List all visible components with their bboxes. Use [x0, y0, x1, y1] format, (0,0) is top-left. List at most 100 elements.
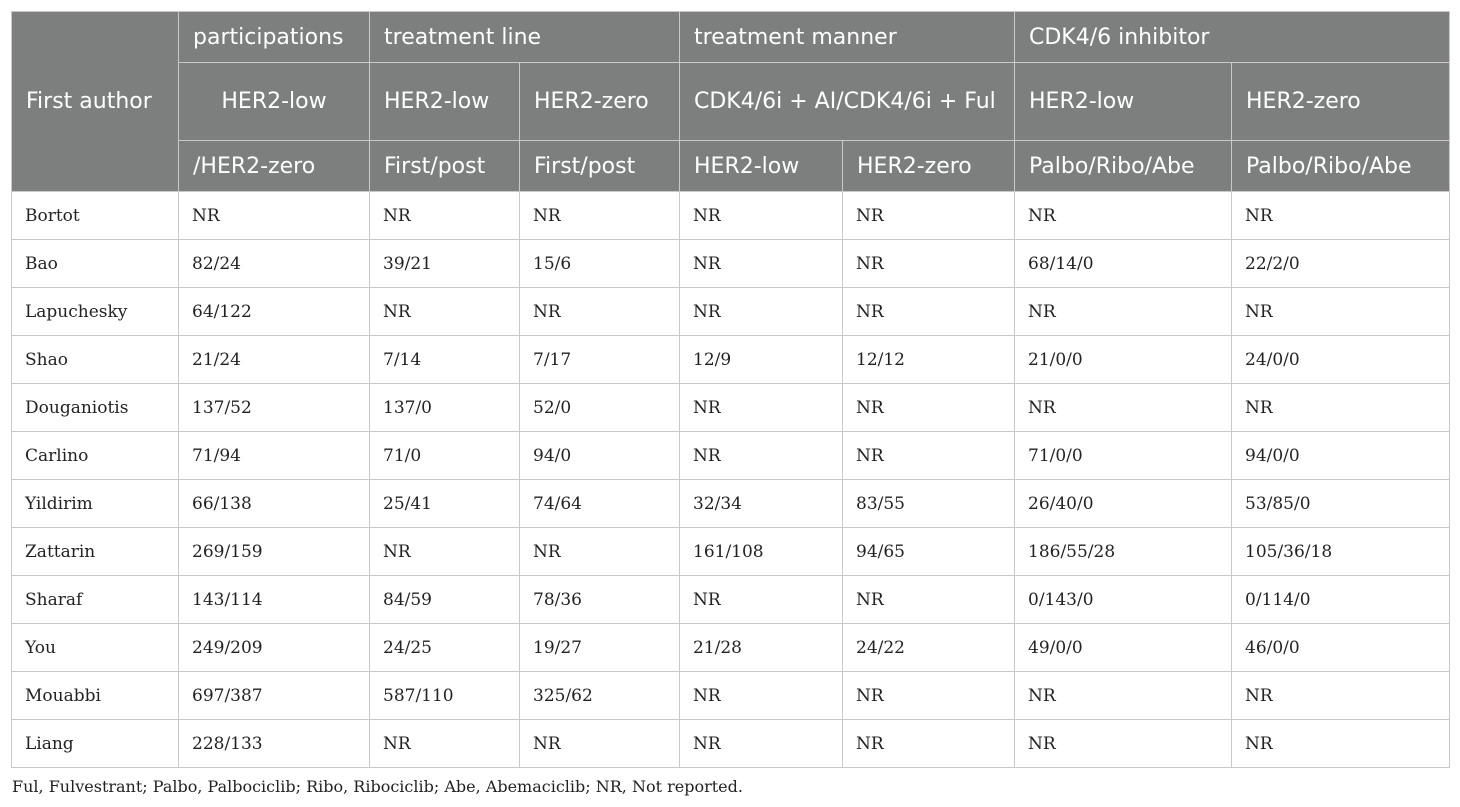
- header-line-zero-first-post: First/post: [519, 140, 680, 192]
- cell-manner-her2-low: NR: [679, 671, 843, 720]
- cell-line-her2-zero: 52/0: [519, 383, 680, 432]
- cell-manner-her2-zero: 24/22: [842, 623, 1015, 672]
- cell-cdk-her2-low: NR: [1014, 287, 1232, 336]
- cell-line-her2-zero: 74/64: [519, 479, 680, 528]
- cell-line-her2-low: 137/0: [369, 383, 520, 432]
- cell-participations: 269/159: [178, 527, 370, 576]
- cell-participations: 143/114: [178, 575, 370, 624]
- cell-manner-her2-low: 161/108: [679, 527, 843, 576]
- cell-cdk-her2-low: NR: [1014, 719, 1232, 768]
- header-manner-her2-low: HER2-low: [679, 140, 843, 192]
- cell-first-author: Bao: [11, 239, 179, 288]
- cell-cdk-her2-low: NR: [1014, 191, 1232, 240]
- cell-line-her2-low: NR: [369, 527, 520, 576]
- cell-line-her2-low: 71/0: [369, 431, 520, 480]
- table-footnote: Ful, Fulvestrant; Palbo, Palbociclib; Ri…: [12, 777, 743, 796]
- cell-line-her2-zero: 19/27: [519, 623, 680, 672]
- table-row: Douganiotis 137/52 137/0 52/0 NR NR NR NR: [11, 383, 1451, 432]
- cell-cdk-her2-zero: 53/85/0: [1230, 479, 1451, 528]
- header-cdk-her2-zero: HER2-zero: [1230, 62, 1451, 141]
- cell-manner-her2-low: 12/9: [679, 335, 843, 384]
- cell-participations: 228/133: [178, 719, 370, 768]
- cell-cdk-her2-low: NR: [1014, 383, 1232, 432]
- cell-line-her2-zero: NR: [519, 191, 680, 240]
- cell-manner-her2-zero: NR: [842, 431, 1015, 480]
- cell-manner-her2-low: 21/28: [679, 623, 843, 672]
- table-row: Zattarin 269/159 NR NR 161/108 94/65 186/55/28…: [11, 527, 1451, 576]
- header-line-low-first-post: First/post: [369, 140, 520, 192]
- cell-cdk-her2-zero: NR: [1230, 287, 1451, 336]
- cell-first-author: Liang: [11, 719, 179, 768]
- cell-cdk-her2-zero: NR: [1230, 719, 1451, 768]
- data-table: First author participations treatment li…: [11, 11, 1451, 768]
- cell-participations: NR: [178, 191, 370, 240]
- cell-line-her2-zero: NR: [519, 719, 680, 768]
- table-row: Mouabbi 697/387 587/110 325/62 NR NR NR NR: [11, 671, 1451, 720]
- cell-cdk-her2-low: 186/55/28: [1014, 527, 1232, 576]
- cell-line-her2-zero: 15/6: [519, 239, 680, 288]
- table-header: First author participations treatment li…: [11, 11, 1451, 192]
- cell-manner-her2-zero: NR: [842, 191, 1015, 240]
- header-manner-combo: CDK4/6i + AI/CDK4/6i + Ful: [679, 62, 1015, 141]
- cell-manner-her2-low: NR: [679, 383, 843, 432]
- cell-first-author: Bortot: [11, 191, 179, 240]
- header-treatment-line: treatment line: [369, 11, 680, 63]
- header-row-2: HER2-low HER2-low HER2-zero CDK4/6i + AI…: [12, 62, 1451, 141]
- header-cdk-her2-low: HER2-low: [1014, 62, 1232, 141]
- cell-line-her2-low: 39/21: [369, 239, 520, 288]
- cell-manner-her2-zero: NR: [842, 239, 1015, 288]
- header-manner-her2-zero: HER2-zero: [842, 140, 1015, 192]
- table-row: Carlino 71/94 71/0 94/0 NR NR 71/0/0 94/0/0: [11, 431, 1451, 480]
- cell-first-author: Mouabbi: [11, 671, 179, 720]
- cell-cdk-her2-zero: 0/114/0: [1230, 575, 1451, 624]
- cell-manner-her2-zero: NR: [842, 671, 1015, 720]
- cell-manner-her2-low: NR: [679, 239, 843, 288]
- table-row: Bao 82/24 39/21 15/6 NR NR 68/14/0 22/2/0: [11, 239, 1451, 288]
- cell-first-author: Carlino: [11, 431, 179, 480]
- document: First author participations treatment li…: [11, 11, 1451, 796]
- cell-cdk-her2-low: 21/0/0: [1014, 335, 1232, 384]
- cell-manner-her2-low: NR: [679, 719, 843, 768]
- table-row: Sharaf 143/114 84/59 78/36 NR NR 0/143/0 0/114/…: [11, 575, 1451, 624]
- cell-cdk-her2-zero: 46/0/0: [1230, 623, 1451, 672]
- cell-cdk-her2-zero: 94/0/0: [1230, 431, 1451, 480]
- cell-line-her2-low: 24/25: [369, 623, 520, 672]
- cell-manner-her2-zero: NR: [842, 287, 1015, 336]
- header-participations: participations: [178, 11, 370, 63]
- cell-line-her2-low: NR: [369, 719, 520, 768]
- cell-line-her2-zero: NR: [519, 527, 680, 576]
- cell-cdk-her2-low: 68/14/0: [1014, 239, 1232, 288]
- cell-first-author: Shao: [11, 335, 179, 384]
- cell-participations: 71/94: [178, 431, 370, 480]
- cell-manner-her2-low: 32/34: [679, 479, 843, 528]
- cell-cdk-her2-low: 26/40/0: [1014, 479, 1232, 528]
- table-body: Bortot NR NR NR NR NR NR NR Bao 82/24 39/21 15/6 NR…: [11, 191, 1451, 768]
- header-participations-her2-low: HER2-low: [178, 62, 370, 141]
- cell-line-her2-zero: 78/36: [519, 575, 680, 624]
- cell-first-author: Sharaf: [11, 575, 179, 624]
- header-row-3: /HER2-zero First/post First/post HER2-lo…: [12, 140, 1451, 192]
- cell-cdk-her2-low: 0/143/0: [1014, 575, 1232, 624]
- cell-first-author: Yildirim: [11, 479, 179, 528]
- cell-participations: 249/209: [178, 623, 370, 672]
- cell-manner-her2-zero: NR: [842, 383, 1015, 432]
- cell-first-author: Zattarin: [11, 527, 179, 576]
- cell-manner-her2-zero: 83/55: [842, 479, 1015, 528]
- table-row: Liang 228/133 NR NR NR NR NR NR: [11, 719, 1451, 768]
- cell-participations: 82/24: [178, 239, 370, 288]
- cell-manner-her2-low: NR: [679, 191, 843, 240]
- cell-manner-her2-zero: 12/12: [842, 335, 1015, 384]
- cell-cdk-her2-zero: 105/36/18: [1230, 527, 1451, 576]
- cell-first-author: Lapuchesky: [11, 287, 179, 336]
- header-first-author: First author: [11, 11, 179, 192]
- cell-line-her2-low: 587/110: [369, 671, 520, 720]
- cell-cdk-her2-zero: NR: [1230, 671, 1451, 720]
- cell-manner-her2-low: NR: [679, 575, 843, 624]
- cell-participations: 697/387: [178, 671, 370, 720]
- table-row: Bortot NR NR NR NR NR NR NR: [11, 191, 1451, 240]
- cell-manner-her2-low: NR: [679, 431, 843, 480]
- cell-participations: 64/122: [178, 287, 370, 336]
- cell-participations: 137/52: [178, 383, 370, 432]
- table-row: Yildirim 66/138 25/41 74/64 32/34 83/55 26/40/…: [11, 479, 1451, 528]
- table-row: Lapuchesky 64/122 NR NR NR NR NR NR: [11, 287, 1451, 336]
